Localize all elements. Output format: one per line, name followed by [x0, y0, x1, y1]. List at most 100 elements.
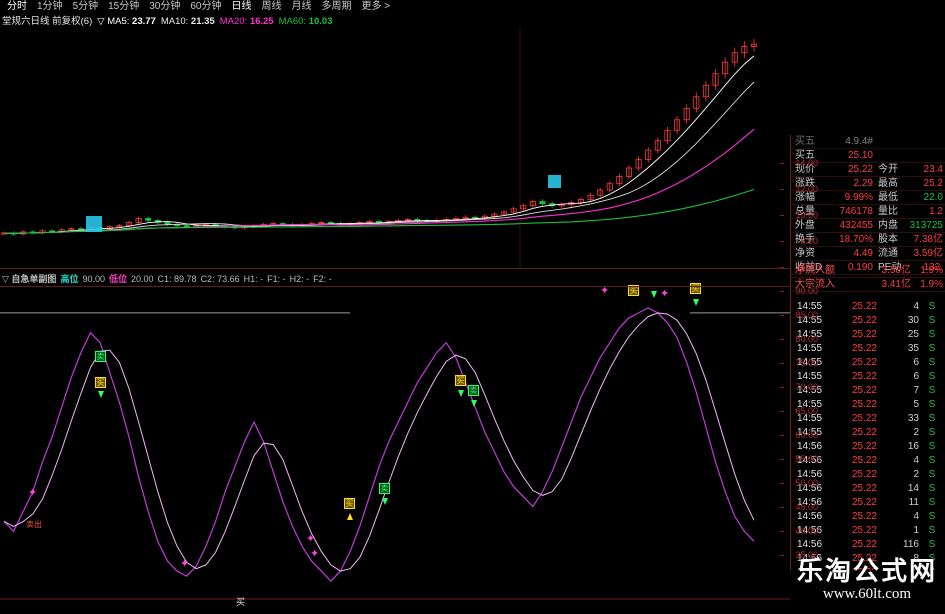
- watermark: 乐淘公式网 www.60lt.com: [797, 557, 937, 603]
- toolbar-item-2[interactable]: 5分钟: [72, 1, 99, 12]
- indicator-axis-label: 50.00: [795, 478, 818, 488]
- price-chart[interactable]: 堆 限: [0, 28, 790, 298]
- main-chart-divider: [0, 268, 790, 269]
- tick-time: 14:55: [797, 427, 823, 438]
- tick-price: 25.22: [851, 511, 877, 522]
- price-axis-tick: [780, 267, 784, 268]
- flow-value2: 1.9%: [920, 278, 943, 290]
- buy-signal-marker: 买: [455, 375, 466, 386]
- tick-row: 14:55 25.22 33 S: [791, 412, 945, 426]
- tick-price: 25.22: [851, 525, 877, 536]
- quote-label2: 最低: [878, 191, 898, 203]
- tick-volume: 116: [903, 539, 919, 550]
- tick-list[interactable]: 14:55 25.22 4 S 14:55 25.22 30 S 14:55 25.22 25 S 14…: [790, 300, 945, 570]
- quote-label: 买五: [795, 149, 815, 161]
- indicator-axis-label: 60.00: [795, 430, 818, 440]
- quote-value: 18.70%: [839, 233, 873, 245]
- quote-label: 外盘: [795, 219, 815, 231]
- star-marker-icon: ✦: [28, 487, 38, 499]
- tick-time: 14:56: [797, 566, 831, 570]
- quote-value2: 23.4: [923, 163, 943, 175]
- tick-side: S: [928, 399, 936, 410]
- tick-row: 14:56 25.22 16 S: [791, 440, 945, 454]
- tick-time: 14:56: [797, 455, 823, 466]
- quote-row-2: 现价 25.22 今开 23.4: [791, 163, 945, 177]
- indicator-axis-tick: [780, 507, 784, 508]
- tick-price: 25.22: [851, 539, 877, 550]
- indicator-bottom-label: 买: [236, 597, 246, 607]
- tick-side: S: [928, 371, 936, 382]
- tick-volume: 8: [913, 553, 919, 564]
- tick-side: S: [928, 441, 936, 452]
- toolbar-item-9[interactable]: 多周期: [321, 1, 352, 12]
- tick-time: 14:56: [797, 483, 823, 494]
- tick-side: S: [928, 427, 936, 438]
- indicator-axis-tick: [780, 531, 784, 532]
- toolbar-item-7[interactable]: 周线: [261, 1, 282, 12]
- quote-label: 总量: [795, 205, 815, 217]
- quote-row-9: 收益D 0.190 PE动 132.: [791, 261, 945, 275]
- flow-value: 3.41亿: [881, 278, 911, 290]
- quote-panel[interactable]: 买五 4.9.4# 买五 25.10 现价 25.22 今开 23.4 涨跌 2.29 最高 25.2…: [790, 135, 945, 300]
- tick-side: S: [928, 315, 936, 326]
- tick-volume: 4: [913, 511, 919, 522]
- tick-time: 14:56: [797, 441, 823, 452]
- tick-side: S: [928, 357, 936, 368]
- indicator-axis-label: 90.00: [795, 286, 818, 296]
- tick-side: S: [928, 329, 936, 340]
- indicator-axis-label: 65.00: [795, 406, 818, 416]
- quote-label: 买五: [795, 135, 815, 147]
- money-flow-panel[interactable]: 净流入额 3.50亿 1.9% 大宗流入 3.41亿 1.9%: [790, 264, 945, 292]
- tick-price: 25.22: [851, 455, 877, 466]
- quote-value: 432455: [839, 219, 873, 231]
- toolbar-item-4[interactable]: 30分钟: [149, 1, 181, 12]
- toolbar-item-0[interactable]: 分时: [7, 1, 27, 12]
- tick-volume: 35: [907, 343, 919, 354]
- period-toolbar[interactable]: 分时 1分钟 5分钟 15分钟 30分钟 60分钟 日线 周线 月线 多周期 更多 >: [0, 0, 945, 14]
- quote-label: 现价: [795, 163, 815, 175]
- tick-volume: 11: [908, 497, 919, 508]
- tick-time: 14:55: [797, 315, 823, 326]
- indicator-chart[interactable]: 卖出 买 卖买 ✦ ✦ 买卖买卖 ✦ 买 ✦ 买 ✦ ✦: [0, 283, 790, 609]
- buy-signal-marker: 买: [690, 283, 701, 294]
- tick-row: 14:55 25.22 30 S: [791, 314, 945, 328]
- sub-h2: H2: -: [289, 274, 310, 284]
- tick-time: 14:55: [797, 413, 823, 424]
- star-marker-icon: ✦: [310, 548, 320, 560]
- tick-price: 25.22: [851, 427, 877, 438]
- tick-price: 25.22: [851, 441, 877, 452]
- tick-volume: 1: [913, 525, 919, 536]
- toolbar-item-10[interactable]: 更多 >: [361, 1, 391, 12]
- toolbar-item-8[interactable]: 月线: [291, 1, 312, 12]
- tick-time: 14:55: [797, 343, 823, 354]
- indicator-axis-label: 70.00: [795, 382, 818, 392]
- down-arrow-icon: [382, 498, 388, 505]
- quote-row-5: 总量 746178 量比 1.2: [791, 205, 945, 219]
- tick-volume: 1: [885, 566, 925, 570]
- down-arrow-icon: [651, 291, 657, 298]
- tick-price: 25.22: [851, 413, 877, 424]
- sub-high-value: 90.00: [82, 274, 105, 284]
- main-chart-title: 堂规六日线 前复权(6): [2, 16, 93, 27]
- quote-label: 涨幅: [795, 191, 815, 203]
- tick-price: 25.22: [851, 497, 877, 508]
- ma5-label: ▽ MA5: 23.77: [97, 16, 156, 27]
- flow-value: 3.50亿: [881, 264, 911, 276]
- tick-price: 25.22: [851, 371, 877, 382]
- indicator-axis-label: 75.00: [795, 358, 818, 368]
- toolbar-item-6[interactable]: 日线: [231, 1, 252, 12]
- quote-value2: 132.: [923, 261, 943, 273]
- toolbar-item-3[interactable]: 15分钟: [108, 1, 140, 12]
- tick-side: S: [928, 497, 936, 508]
- quote-value2: 7.38亿: [913, 233, 943, 245]
- tick-row: 14:56 25.22 4 S: [791, 510, 945, 524]
- quote-label2: 最高: [878, 177, 898, 189]
- indicator-axis-label: 85.00: [795, 310, 818, 320]
- tick-price: 25.22: [851, 343, 877, 354]
- toolbar-item-5[interactable]: 60分钟: [190, 1, 222, 12]
- quote-row-6: 外盘 432455 内盘 313725: [791, 219, 945, 233]
- watermark-title: 乐淘公式网: [796, 556, 937, 586]
- indicator-axis-tick: [780, 291, 784, 292]
- toolbar-item-1[interactable]: 1分钟: [37, 1, 63, 12]
